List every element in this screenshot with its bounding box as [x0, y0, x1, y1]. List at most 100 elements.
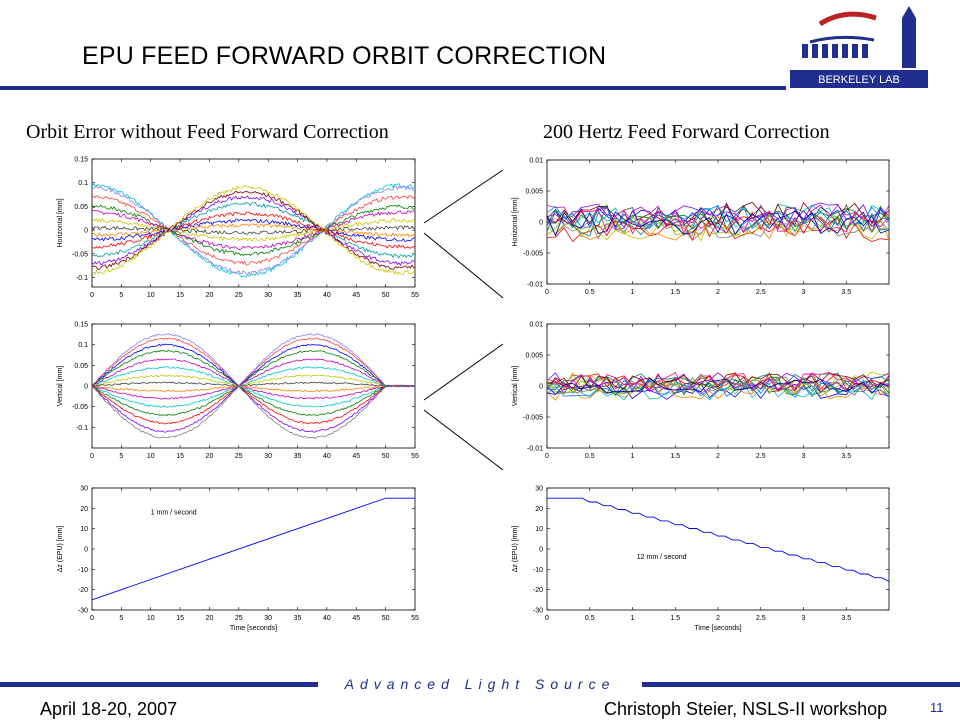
series-line [92, 384, 415, 393]
series-line [92, 218, 415, 243]
x-tick-label: 0 [545, 453, 549, 460]
x-tick-label: 2 [716, 289, 720, 296]
y-tick-label: -20 [78, 587, 88, 594]
y-tick-label: 0 [84, 228, 88, 235]
series-line [92, 184, 415, 276]
connector-line [423, 232, 504, 299]
series-line [92, 384, 415, 408]
series-line [92, 349, 415, 388]
y-tick-label: 0 [84, 547, 88, 554]
footer-rule-right [642, 682, 960, 687]
y-tick-label: -0.01 [527, 282, 543, 289]
series-line [92, 190, 415, 271]
x-tick-label: 20 [206, 615, 214, 622]
series-line [92, 343, 415, 388]
y-tick-label: -10 [533, 567, 543, 574]
x-tick-label: 40 [323, 453, 331, 460]
footer-date: April 18-20, 2007 [40, 699, 178, 719]
series-line [92, 201, 415, 259]
series-line [92, 358, 415, 388]
x-tick-label: 1 [631, 615, 635, 622]
y-tick-label: 0 [539, 547, 543, 554]
x-tick-label: 1 [631, 453, 635, 460]
connector-line [423, 343, 504, 401]
series-line [92, 384, 415, 417]
series-line [547, 379, 889, 398]
connector-line [423, 409, 504, 471]
y-tick-label: 0 [539, 384, 543, 391]
x-tick-label: 3 [802, 615, 806, 622]
y-tick-label: 0.1 [78, 180, 88, 187]
rate-annotation: 1 mm / second [151, 509, 197, 516]
title-underline [0, 86, 786, 90]
x-tick-label: 3 [802, 289, 806, 296]
x-axis-label: Time [seconds] [694, 625, 741, 632]
series-line [92, 204, 415, 257]
plot-frame [91, 487, 416, 611]
series-line [547, 372, 889, 391]
plot-frame [546, 487, 890, 611]
series-line [92, 497, 415, 601]
y-tick-label: 0 [539, 220, 543, 227]
y-tick-label: 0.15 [74, 322, 88, 329]
series-line [92, 195, 415, 266]
left-epu-chart: 0 5 10 15 20 25 30 35 40 45 50 55 -30 -20 -10 0 10 20 30 Δz… [57, 486, 419, 633]
series-line [547, 204, 889, 230]
x-tick-label: 15 [176, 615, 184, 622]
left-horizontal-chart: 0 5 10 15 20 25 30 35 40 45 50 55 -0.1 -0.05 0 0.05 0.1 0… [57, 157, 419, 300]
series-line [547, 210, 889, 237]
series-group [547, 371, 889, 401]
x-tick-label: 2.5 [756, 615, 766, 622]
series-line [92, 225, 415, 235]
y-tick-label: 10 [535, 526, 543, 533]
series-line [92, 381, 415, 388]
x-tick-label: 20 [206, 292, 214, 299]
series-line [547, 216, 889, 242]
footer-author: Christoph Steier, NSLS-II workshop [604, 699, 888, 719]
x-tick-label: 35 [294, 453, 302, 460]
x-tick-label: 25 [235, 453, 243, 460]
x-tick-label: 15 [176, 453, 184, 460]
series-line [92, 195, 415, 267]
y-tick-label: -0.05 [72, 404, 88, 411]
y-tick-label: 0.01 [529, 158, 543, 165]
connector-line [423, 169, 504, 224]
y-tick-label: -0.005 [523, 251, 543, 258]
series-line [92, 384, 415, 433]
y-tick-label: 0.05 [74, 363, 88, 370]
y-tick-label: -0.1 [76, 275, 88, 282]
y-tick-label: 0.005 [525, 189, 543, 196]
x-tick-label: 2.5 [756, 453, 766, 460]
series-line [92, 337, 415, 388]
x-tick-label: 5 [119, 453, 123, 460]
series-line [92, 223, 415, 238]
x-tick-label: 0.5 [585, 615, 595, 622]
x-tick-label: 50 [382, 615, 390, 622]
right-horizontal-chart: 0 0.5 1 1.5 2 2.5 3 3.5 -0.01 -0.005 0 0.005 0.01 Hor… [512, 158, 890, 296]
series-line [547, 216, 889, 242]
x-tick-label: 5 [119, 292, 123, 299]
x-tick-label: 10 [147, 292, 155, 299]
x-tick-label: 2 [716, 615, 720, 622]
y-tick-label: -30 [533, 608, 543, 615]
x-tick-label: 55 [411, 292, 419, 299]
series-line [547, 205, 889, 230]
y-tick-label: 0.005 [525, 353, 543, 360]
series-line [92, 333, 415, 388]
berkeley-lab-logo: BERKELEY LAB [790, 6, 928, 88]
y-tick-label: 10 [80, 526, 88, 533]
x-tick-label: 40 [323, 615, 331, 622]
series-line [547, 215, 889, 241]
series-line [547, 377, 889, 395]
series-line [547, 497, 889, 582]
x-tick-label: 2.5 [756, 289, 766, 296]
series-line [92, 185, 415, 276]
x-tick-label: 10 [147, 453, 155, 460]
y-tick-label: 0.05 [74, 204, 88, 211]
x-tick-label: 20 [206, 453, 214, 460]
x-tick-label: 10 [147, 615, 155, 622]
x-tick-label: 15 [176, 292, 184, 299]
series-line [92, 211, 415, 249]
x-tick-label: 55 [411, 453, 419, 460]
x-tick-label: 3 [802, 453, 806, 460]
